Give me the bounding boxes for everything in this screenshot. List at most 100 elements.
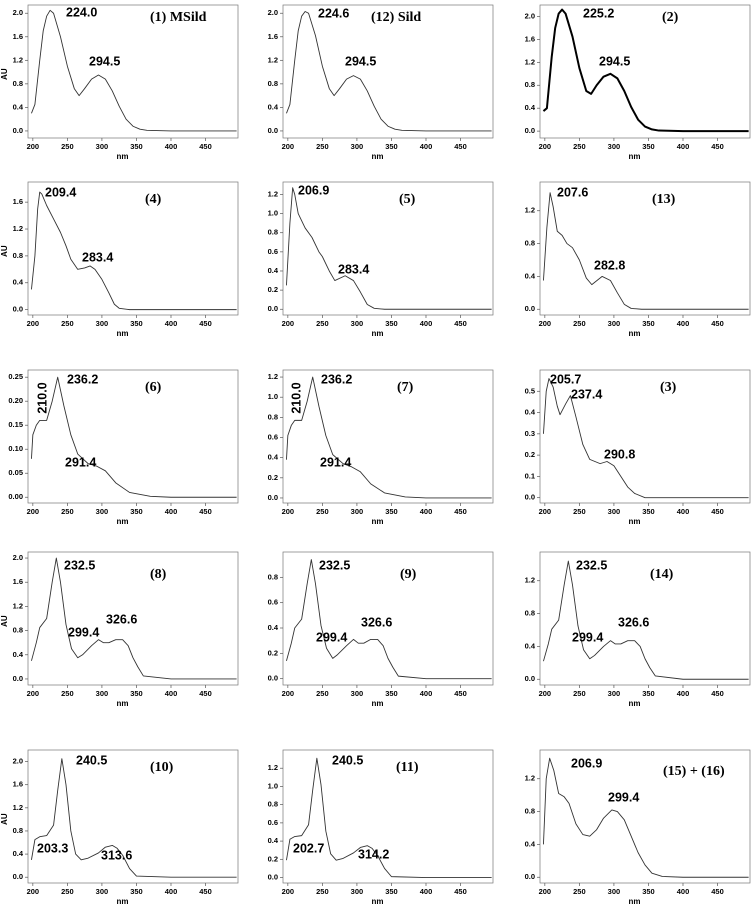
peak-annotation: 232.5 [64,558,95,572]
y-tick-label: 0.2 [268,854,278,863]
x-tick-label: 250 [573,319,586,328]
x-tick-label: 250 [61,887,74,896]
y-tick-label: 0.4 [268,836,279,845]
x-tick-label: 400 [420,142,433,151]
y-tick-label: 0.8 [13,626,23,635]
x-tick-label: 300 [96,142,109,151]
plot-frame [539,369,751,504]
x-tick-label: 350 [130,689,143,698]
y-tick-label: 1.2 [268,189,278,198]
peak-annotation: 232.5 [319,558,350,572]
y-tick-label: 0.2 [268,473,278,482]
x-tick-label: 300 [608,689,621,698]
y-tick-label: 0.1 [525,471,535,480]
spectrum-line [31,9,237,132]
y-tick-label: 0.6 [268,598,278,607]
x-tick-label: 300 [96,319,109,328]
y-tick-label: 0.4 [525,839,536,848]
x-tick-label: 450 [199,887,212,896]
spectrum-line [543,192,749,310]
panel-label: (5) [399,192,416,207]
x-tick-label: 300 [351,507,364,516]
y-tick-label: 0.0 [13,126,23,135]
peak-annotation: 326.6 [361,615,392,629]
peak-annotation: 299.4 [316,630,347,644]
panel-label: (12) Sild [371,10,421,25]
x-tick-label: 200 [27,887,40,896]
x-tick-label: 200 [539,507,552,516]
peak-annotation: 326.6 [618,615,649,629]
peak-annotation: 209.4 [45,185,76,199]
x-tick-label: 300 [351,142,364,151]
panel-label: (8) [150,567,167,582]
y-tick-label: 0.5 [525,386,535,395]
y-tick-label: 1.6 [13,32,23,41]
panel-label: (9) [400,567,417,582]
y-tick-label: 2.0 [13,8,23,17]
plot-frame [27,749,239,884]
x-tick-label: 250 [316,319,329,328]
x-tick-label: 250 [61,142,74,151]
y-tick-label: 1.2 [13,55,23,64]
y-tick-label: 1.2 [525,57,535,66]
x-tick-label: 350 [385,887,398,896]
panel-label: (11) [396,760,419,775]
peak-annotation: 236.2 [321,372,352,386]
x-tick-label: 300 [608,887,621,896]
peak-annotation: 202.7 [293,841,324,855]
plot-frame [539,749,751,884]
peak-annotation: 207.6 [557,185,588,199]
x-tick-label: 400 [165,507,178,516]
x-tick-label: 450 [199,319,212,328]
peak-annotation: 313.6 [101,848,132,862]
x-tick-label: 300 [96,689,109,698]
x-tick-label: 200 [539,319,552,328]
x-tick-label: 350 [642,887,655,896]
peak-annotation: 203.3 [37,841,68,855]
y-tick-label: 1.0 [268,209,278,218]
x-axis-label: nm [372,152,384,161]
y-tick-label: 0.4 [268,623,279,632]
x-tick-label: 450 [711,319,724,328]
plot-frame [282,369,494,504]
x-tick-label: 350 [642,507,655,516]
y-tick-label: 0.2 [525,450,535,459]
y-tick-label: 0.4 [13,278,24,287]
x-tick-label: 350 [385,319,398,328]
plot-frame [282,749,494,884]
plot-frame [539,551,751,686]
y-tick-label: 0.0 [525,493,535,502]
panel-label: (15) + (16) [663,764,725,779]
y-tick-label: 0.0 [525,872,535,881]
y-tick-label: 0.8 [268,79,278,88]
x-tick-label: 350 [642,689,655,698]
x-tick-label: 200 [27,689,40,698]
x-tick-label: 350 [130,142,143,151]
y-tick-label: 0.8 [525,807,535,816]
y-tick-label: 0.8 [525,80,535,89]
y-tick-label: 2.0 [268,8,278,17]
chart-panel: 200 250 300 350 400 450 0.0 0.1 0.2 0.3 0.4 0.5 nm (3… [525,369,751,526]
peak-annotation: 294.5 [599,54,630,68]
spectrum-line [31,376,237,498]
x-tick-label: 300 [96,887,109,896]
spectrum-line [286,376,492,499]
chart-panel: 200 250 300 350 400 450 0.0 0.2 0.4 0.6 0.8 nm (9) 23… [268,551,494,708]
y-tick-label: 0.8 [525,609,535,618]
x-tick-label: 300 [608,319,621,328]
x-axis-label: nm [372,329,384,338]
peak-annotation: 224.0 [66,5,97,19]
spectrum-line [31,758,237,878]
peak-annotation: 291.4 [65,455,96,469]
peak-annotation: 232.5 [576,558,607,572]
y-tick-label: 0.8 [268,800,278,809]
y-tick-label: 1.2 [525,774,535,783]
x-tick-label: 300 [351,887,364,896]
y-tick-label: 1.2 [525,576,535,585]
y-tick-label: 0.4 [268,266,279,275]
y-tick-label: 1.2 [13,224,23,233]
y-tick-label: 0.8 [268,412,278,421]
peak-annotation: 210.0 [289,382,303,413]
x-tick-label: 400 [165,887,178,896]
y-tick-label: 0.10 [8,444,23,453]
